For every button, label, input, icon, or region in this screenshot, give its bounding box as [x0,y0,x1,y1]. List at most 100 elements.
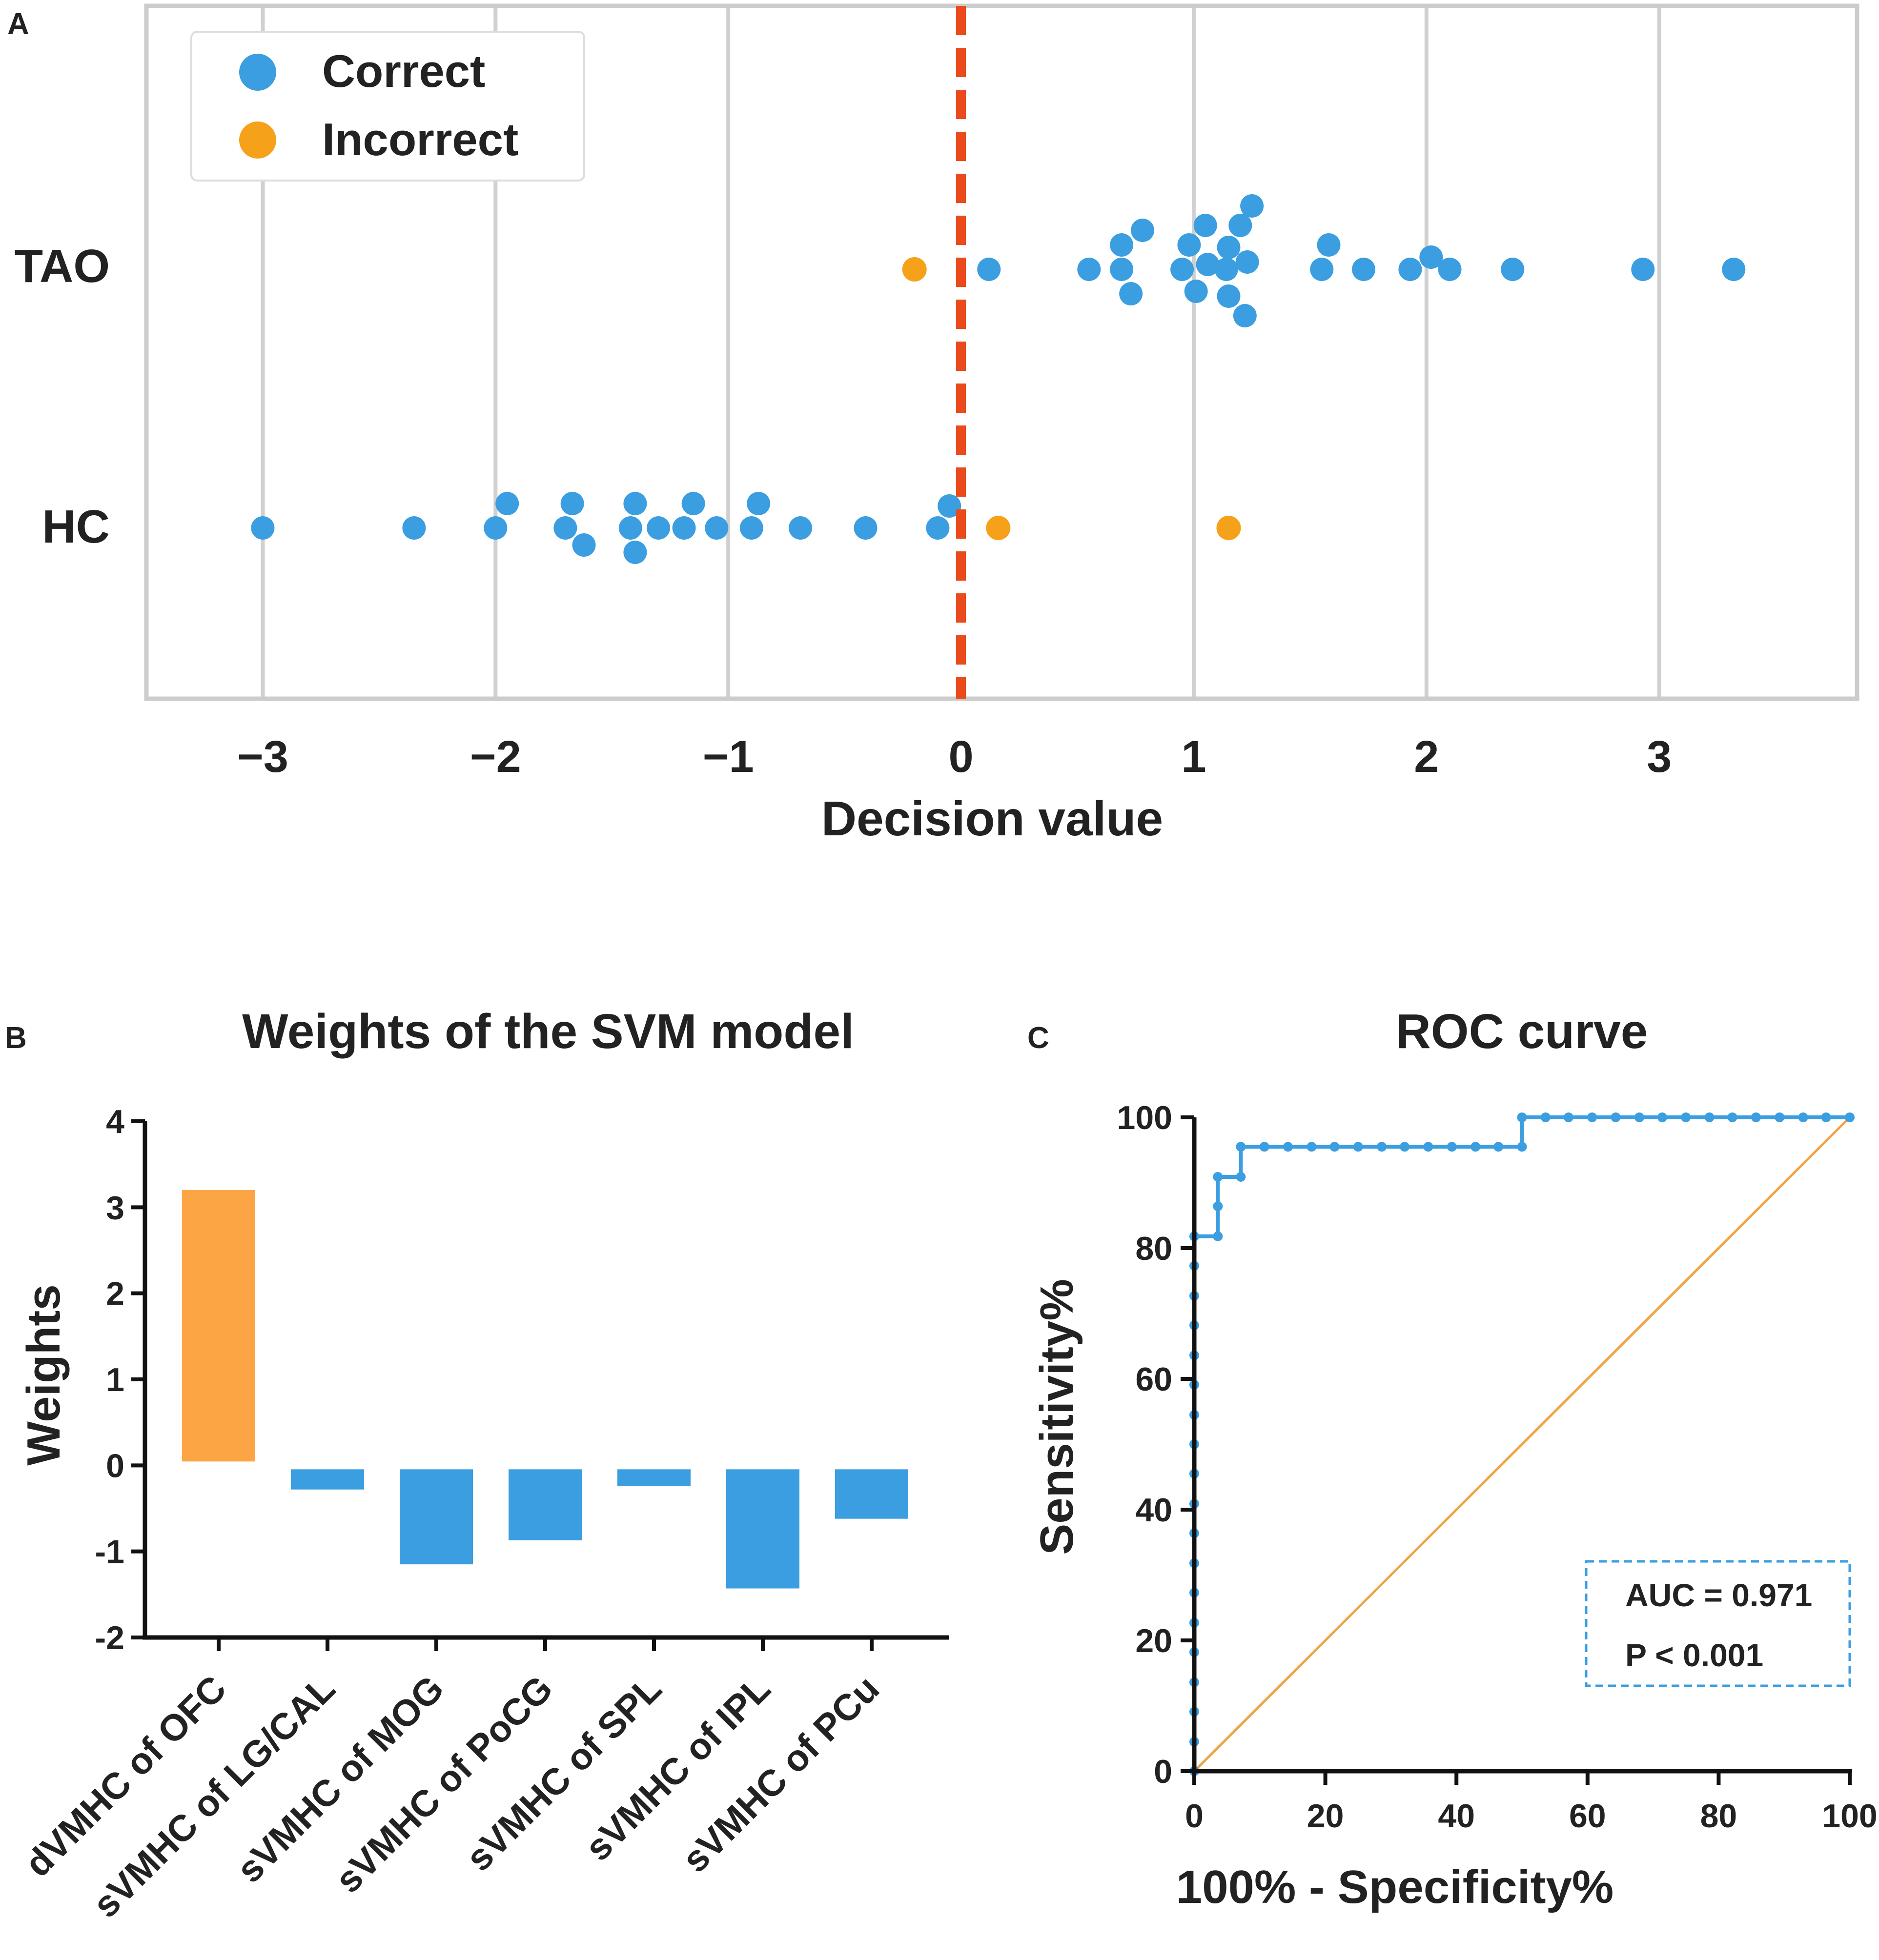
panel-c-y-tick-labels: 0 20 40 60 80 100 [1117,1099,1172,1790]
x-tick-label: −2 [470,732,521,782]
chart-title-c: ROC curve [1396,1004,1648,1059]
point-hc-correct [251,516,275,540]
bar [291,1469,364,1490]
point-tao-correct [1317,233,1341,257]
roc-point [1447,1142,1457,1152]
roc-point [1353,1142,1363,1152]
x-tick-label: 2 [1414,732,1439,782]
y-axis-label-b: Weights [18,1284,70,1466]
roc-point [1657,1112,1667,1122]
legend-label-correct: Correct [322,45,485,97]
point-tao-correct [1170,258,1194,281]
roc-point [1283,1142,1293,1152]
y-tick-label: 0 [1154,1753,1172,1790]
point-hc-correct [572,533,596,557]
point-tao-correct [1196,253,1220,276]
roc-point [1775,1112,1785,1122]
panel-label-b: B [5,1021,27,1055]
roc-point [1611,1112,1621,1122]
panel-b-y-tick-labels: -2 -1 0 1 2 3 4 [95,1103,125,1657]
point-tao-correct [1233,304,1257,327]
panel-c: C ROC curve Sensitivity% 100% - Specific… [1027,1004,1878,1913]
auc-value: AUC = 0.971 [1625,1577,1812,1613]
roc-point [1493,1142,1504,1152]
point-hc-correct [789,516,813,540]
x-axis-label-c: 100% - Specificity% [1176,1861,1613,1913]
point-hc-correct [747,492,771,515]
legend: Correct Incorrect [190,31,585,182]
auc-annotation: AUC = 0.971 P < 0.001 [1585,1560,1851,1687]
bar [400,1469,473,1565]
x-tick-label: 20 [1307,1798,1344,1835]
y-tick-label: 100 [1117,1099,1172,1136]
point-tao-correct [1217,284,1241,308]
roc-point [1400,1142,1410,1152]
x-tick-label: 100 [1822,1798,1877,1835]
legend-box [190,31,585,182]
y-tick-label: -1 [95,1534,124,1571]
point-hc-correct [672,516,696,540]
panel-b-axes [131,1119,949,1651]
point-tao-correct [1235,250,1259,274]
point-tao-correct [1177,233,1201,257]
x-tick-label: 60 [1569,1798,1606,1835]
point-hc-incorrect [986,516,1011,540]
bar [726,1469,799,1589]
point-tao-correct [1214,258,1238,281]
point-tao-correct [1110,233,1134,257]
point-tao-correct [1419,245,1443,269]
point-hc-correct [495,492,519,515]
roc-point [1329,1142,1340,1152]
roc-point [1821,1112,1831,1122]
x-tick-label: 80 [1700,1798,1737,1835]
x-tick-label: −1 [703,732,754,782]
category-label: sVMHC of PCu [674,1668,887,1880]
reference-diagonal-line [1193,1116,1851,1772]
y-tick-label: 20 [1135,1622,1172,1659]
y-tick-label: -2 [95,1619,124,1657]
panel-label-a: A [7,7,29,41]
roc-point [1259,1142,1269,1152]
bar [835,1469,908,1519]
y-tick-label: 80 [1135,1230,1172,1267]
category-label: sVMHC of IPL [577,1668,778,1869]
panel-c-x-tick-labels: 0 20 40 60 80 100 [1185,1798,1878,1835]
point-tao-correct [1240,194,1264,218]
point-hc-correct [681,492,705,515]
roc-point [1540,1112,1551,1122]
point-tao-correct [1722,258,1746,281]
panel-a: A TAO HC −3 −2 −1 0 1 2 3 Decision value Corre… [7,3,1859,846]
point-tao-correct [1501,258,1525,281]
point-tao-correct [1110,258,1134,281]
roc-point [1213,1201,1223,1212]
y-tick-label: 1 [106,1361,124,1398]
roc-point [1471,1142,1481,1152]
roc-point [1236,1172,1246,1182]
y-tick-label: 4 [106,1103,124,1140]
point-tao-correct [1184,280,1208,303]
point-hc-correct [926,516,950,540]
roc-point [1213,1231,1223,1241]
roc-point [1634,1112,1644,1122]
category-label: sVMHC of MOG [229,1668,452,1891]
y-tick-label: 0 [106,1447,124,1484]
auc-annotation-box [1585,1560,1851,1687]
point-tao-correct [1438,258,1462,281]
y-tick-label: 3 [106,1189,124,1226]
roc-point [1236,1142,1246,1152]
point-hc-correct [854,516,878,540]
roc-point [1751,1112,1761,1122]
roc-point [1587,1112,1597,1122]
roc-point [1517,1112,1527,1122]
roc-point [1681,1112,1691,1122]
legend-marker-correct [239,54,276,91]
panel-a-frame [144,3,1859,701]
point-hc-correct [402,516,426,540]
legend-marker-incorrect [239,121,276,159]
point-tao-correct [1310,258,1334,281]
point-tao-correct [1228,214,1252,237]
x-tick-label: 3 [1647,732,1672,782]
chart-title-b: Weights of the SVM model [242,1004,854,1059]
